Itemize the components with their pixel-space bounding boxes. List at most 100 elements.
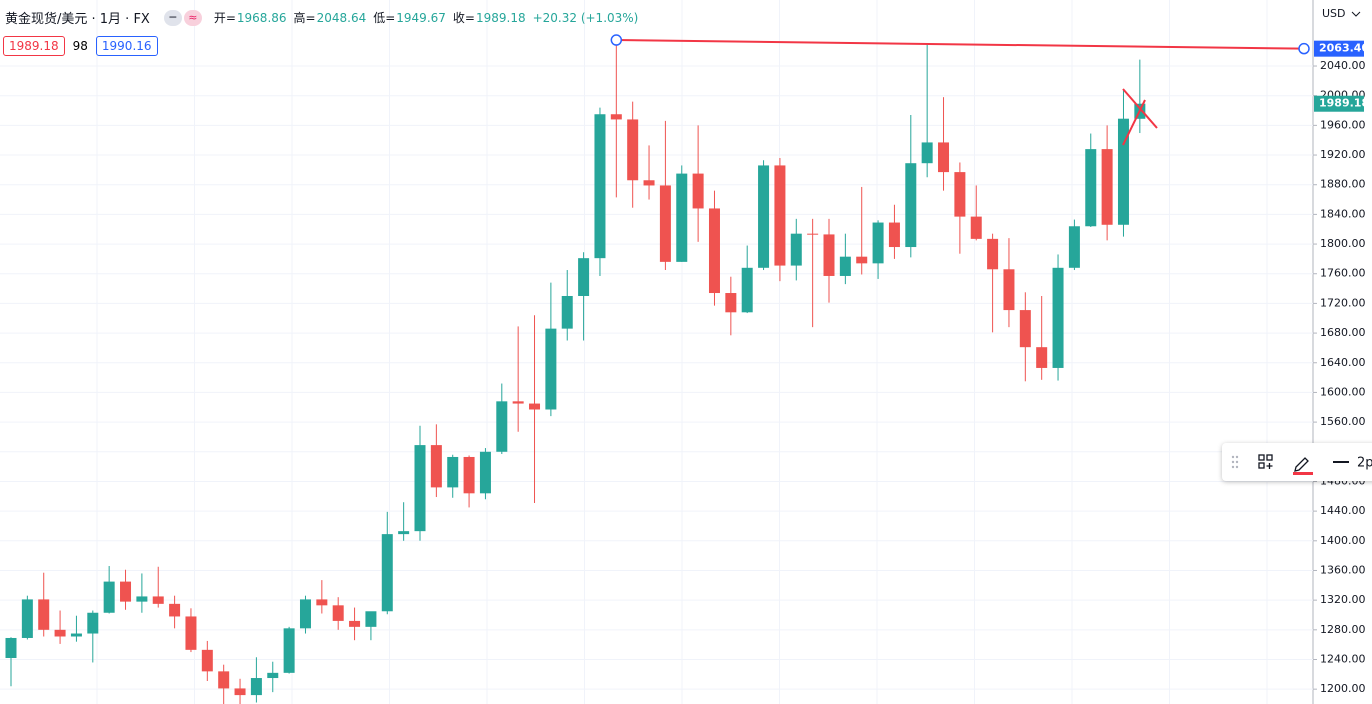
last-price-label: 1989.18 — [1319, 97, 1369, 110]
candle-body — [1019, 310, 1031, 348]
y-tick-label: 1320.00 — [1320, 593, 1366, 606]
candle-body — [921, 142, 933, 164]
candle-body — [1117, 118, 1129, 225]
y-tick-label: 1640.00 — [1320, 356, 1366, 369]
candle-body — [120, 581, 132, 602]
quote-row: 1989.18 98 1990.16 — [3, 36, 158, 56]
trend-handle — [1298, 42, 1310, 55]
y-tick-label: 1800.00 — [1320, 237, 1366, 250]
candle-body — [610, 114, 622, 120]
candle-body — [643, 180, 655, 186]
candle-body — [414, 445, 426, 532]
toolbar-icons: 2p — [1231, 454, 1372, 475]
ohlc-label: 低= — [373, 11, 396, 25]
candle-body — [479, 451, 491, 494]
y-tick-label: 1280.00 — [1320, 623, 1366, 636]
currency: USD — [1322, 7, 1346, 20]
candle-body — [365, 611, 377, 627]
y-tick-label: 1920.00 — [1320, 148, 1366, 161]
candle-body — [349, 620, 361, 627]
ohlc-value: 2048.64 — [316, 11, 367, 25]
y-tick-label: 1400.00 — [1320, 534, 1366, 547]
trend-price-box — [1314, 40, 1364, 57]
trend-handle — [610, 34, 623, 46]
candle-body — [774, 165, 786, 266]
candle-body — [856, 256, 868, 264]
y-tick-label: 1960.00 — [1320, 118, 1366, 131]
trend-line — [616, 39, 1305, 50]
ohlc: 开=1968.86 高=2048.64 低=1949.67 收=1989.18 — [214, 9, 533, 26]
candle-body — [839, 256, 851, 276]
candle-body — [136, 596, 148, 602]
candle-body — [692, 173, 704, 209]
y-tick-label: 1560.00 — [1320, 415, 1366, 428]
candle-body — [54, 629, 66, 637]
candle-body — [512, 401, 524, 404]
candle-body — [987, 238, 999, 270]
change: +20.32 (+1.03%) — [532, 10, 639, 25]
candle-body — [954, 172, 966, 217]
sell-price[interactable]: 1989.18 — [3, 36, 65, 56]
candle-body — [332, 605, 344, 621]
candle-body — [725, 293, 737, 313]
toggle[interactable]: ━ ≈ — [163, 9, 202, 26]
candle-body — [970, 216, 982, 239]
ohlc-value: 1968.86 — [236, 11, 287, 25]
candle-body — [185, 616, 197, 650]
grip — [1231, 455, 1239, 469]
header: 黄金现货/美元 · 1月 · FX ━ ≈ 开=1968.86 高=2048.64 低… — [5, 8, 645, 27]
candle-body — [169, 603, 181, 617]
candle-body — [267, 672, 279, 679]
color-icon[interactable] — [1293, 457, 1313, 475]
y-tick-label: 1600.00 — [1320, 385, 1366, 398]
y-tick-label: 1880.00 — [1320, 178, 1366, 191]
symbol: 黄金现货/美元 · 1月 · FX — [5, 12, 150, 27]
candle-body — [872, 222, 884, 264]
candle-body — [1085, 149, 1097, 227]
candle-body — [447, 456, 459, 488]
buy-price[interactable]: 1990.16 — [95, 36, 158, 56]
candle-body — [938, 142, 950, 173]
candle-body — [823, 234, 835, 276]
candle-body — [70, 633, 82, 637]
trend-price-label: 2063.40 — [1319, 42, 1369, 55]
candle-body — [283, 628, 295, 673]
y-tick-label: 1440.00 — [1320, 504, 1366, 517]
candle-body — [1003, 269, 1015, 311]
y-tick-label: 1680.00 — [1320, 326, 1366, 339]
candle-body — [529, 403, 541, 410]
candle-body — [316, 599, 328, 606]
ohlc-label: 收= — [452, 11, 475, 25]
candle-body — [659, 185, 671, 262]
drawing-mark — [1122, 88, 1158, 146]
candle-body — [1052, 267, 1064, 368]
y-tick-label: 1760.00 — [1320, 267, 1366, 280]
y-tick-label: 2040.00 — [1320, 59, 1366, 72]
candle-body — [398, 531, 410, 535]
candle-body — [578, 258, 590, 296]
candle-body — [152, 596, 164, 604]
template-icon[interactable] — [1258, 454, 1273, 469]
candle-body — [430, 445, 442, 488]
candle-body — [888, 222, 900, 248]
ohlc-value: 1949.67 — [396, 11, 446, 25]
candle-body — [741, 267, 753, 313]
candle-body — [807, 233, 819, 235]
candle-body — [21, 599, 33, 638]
candle-body — [299, 599, 311, 629]
spread: 98 — [72, 39, 88, 53]
candle-body — [463, 456, 475, 494]
candle-body — [381, 534, 393, 612]
candle-body — [676, 173, 688, 262]
candle-body — [103, 581, 115, 613]
drawing-toolbar: 2p — [1222, 443, 1372, 481]
ohlc-label: 高= — [293, 11, 316, 25]
candle-body — [594, 114, 606, 259]
candle-body — [1101, 149, 1113, 225]
y-tick-label: 1200.00 — [1320, 682, 1366, 695]
line-width[interactable]: 2p — [1357, 456, 1372, 471]
ohlc-value: 1989.18 — [475, 11, 526, 25]
candle-body — [545, 328, 557, 410]
